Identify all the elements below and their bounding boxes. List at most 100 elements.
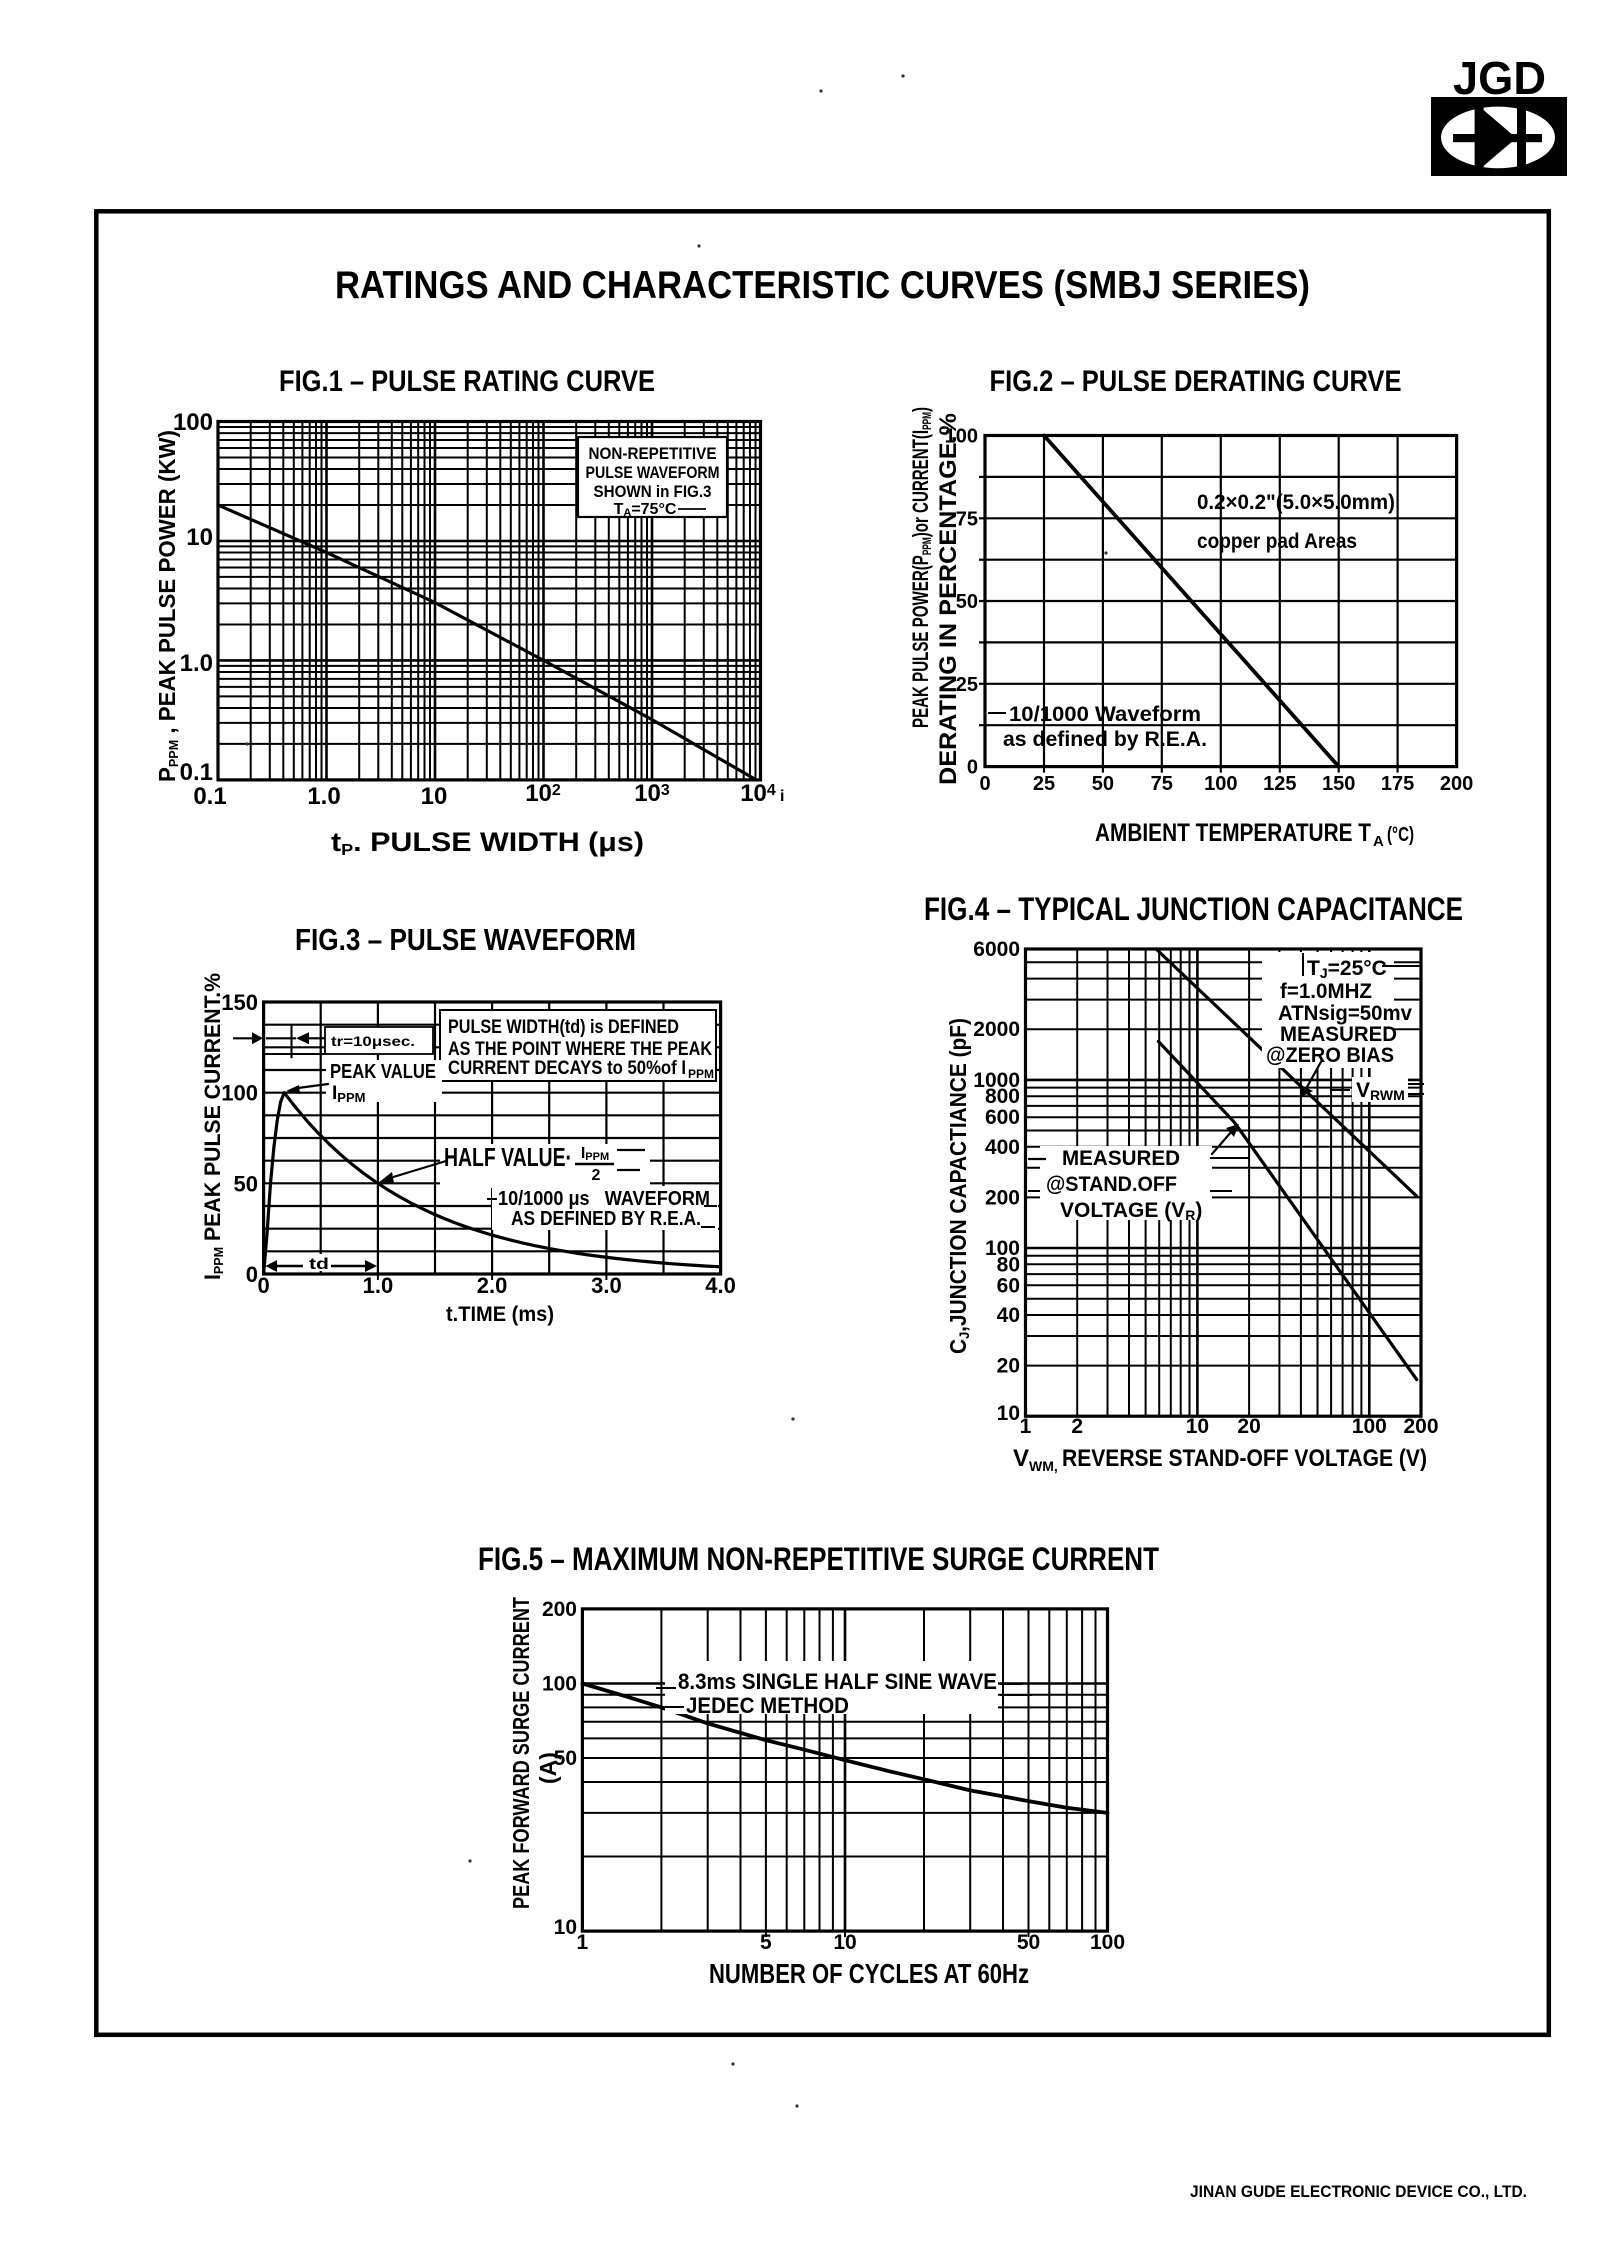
svg-text:CURRENT DECAYS to 50%of I: CURRENT DECAYS to 50%of I	[448, 1058, 686, 1079]
svg-text:FIG.4 – TYPICAL JUNCTION CAPAC: FIG.4 – TYPICAL JUNCTION CAPACITANCE	[924, 891, 1463, 927]
svg-text:100: 100	[1204, 773, 1237, 795]
svg-text:HALF VALUE·: HALF VALUE·	[444, 1142, 572, 1172]
svg-text:6000: 6000	[973, 938, 1020, 961]
svg-text:V: V	[1013, 1445, 1029, 1472]
svg-text:40: 40	[997, 1304, 1020, 1327]
svg-text:50: 50	[234, 1171, 258, 1196]
svg-text:AS THE POINT WHERE THE PEAK: AS THE POINT WHERE THE PEAK	[448, 1039, 712, 1060]
svg-text:td: td	[309, 1256, 329, 1273]
svg-text:@STAND.OFF: @STAND.OFF	[1046, 1173, 1177, 1196]
svg-text:150: 150	[1322, 773, 1355, 795]
svg-text:10: 10	[1186, 1415, 1209, 1438]
svg-text:WM,: WM,	[1029, 1458, 1058, 1474]
svg-text:FIG.5 – MAXIMUM NON-REPETITIVE: FIG.5 – MAXIMUM NON-REPETITIVE SURGE CUR…	[478, 1541, 1159, 1577]
svg-text:JGD: JGD	[1453, 52, 1546, 104]
svg-text:75: 75	[956, 508, 978, 530]
svg-text:10/1000 Waveform: 10/1000 Waveform	[1009, 703, 1201, 726]
svg-text:200: 200	[985, 1186, 1020, 1209]
svg-text:PPM: PPM	[688, 1067, 714, 1081]
svg-text:80: 80	[997, 1253, 1020, 1276]
svg-text:t.TIME (ms): t.TIME (ms)	[446, 1303, 554, 1326]
svg-text:400: 400	[985, 1136, 1020, 1159]
svg-text:0.1: 0.1	[180, 759, 213, 786]
svg-text:0: 0	[246, 1262, 258, 1287]
svg-text:1.0: 1.0	[180, 650, 213, 677]
svg-text:NUMBER OF CYCLES AT 60Hz: NUMBER OF CYCLES AT 60Hz	[709, 1958, 1029, 1989]
svg-text:2: 2	[592, 1167, 601, 1184]
svg-text:copper pad Areas: copper pad Areas	[1197, 530, 1357, 553]
svg-text:AS DEFINED BY R.E.A.: AS DEFINED BY R.E.A.	[511, 1208, 701, 1230]
svg-text:50: 50	[1017, 1931, 1040, 1954]
svg-text:ATNsig=50mv: ATNsig=50mv	[1278, 1002, 1412, 1025]
svg-text:PEAK FORWARD SURGE CURRENT: PEAK FORWARD SURGE CURRENT	[508, 1597, 534, 1909]
svg-text:0.2×0.2"(5.0×5.0mm): 0.2×0.2"(5.0×5.0mm)	[1197, 491, 1395, 514]
svg-text:100: 100	[985, 1237, 1020, 1260]
svg-text:CJ,JUNCTION CAPACTIANCE (pF): CJ,JUNCTION CAPACTIANCE (pF)	[945, 1018, 972, 1354]
svg-text:FIG.2 – PULSE DERATING CURVE: FIG.2 – PULSE DERATING CURVE	[990, 365, 1402, 398]
svg-text:FIG.1 – PULSE RATING CURVE: FIG.1 – PULSE RATING CURVE	[279, 365, 655, 398]
svg-text:(A): (A)	[535, 1752, 561, 1784]
svg-text:60: 60	[997, 1274, 1020, 1297]
svg-text:25: 25	[1033, 773, 1055, 795]
svg-text:1000: 1000	[973, 1069, 1020, 1092]
svg-text:DERATING IN PERCENTAGE.%: DERATING IN PERCENTAGE.%	[935, 413, 962, 785]
svg-text:4.0: 4.0	[705, 1273, 736, 1298]
svg-text:0: 0	[967, 757, 978, 779]
svg-text:800: 800	[985, 1085, 1020, 1108]
svg-text:PULSE WIDTH(td) is DEFINED: PULSE WIDTH(td) is DEFINED	[448, 1017, 679, 1038]
svg-text:SHOWN in FIG.3: SHOWN in FIG.3	[594, 482, 712, 501]
svg-text:@ZERO BIAS: @ZERO BIAS	[1266, 1044, 1394, 1067]
svg-text:3.0: 3.0	[591, 1273, 622, 1298]
svg-text:100: 100	[1090, 1931, 1125, 1954]
svg-text:PEAK PULSE POWER(PPPM)or CURRE: PEAK PULSE POWER(PPPM)or CURRENT(IPPM)	[908, 407, 934, 728]
svg-text:10: 10	[186, 524, 213, 551]
svg-text:TJ=25°C: TJ=25°C	[1307, 957, 1387, 981]
svg-text:1.0: 1.0	[363, 1273, 394, 1298]
svg-text:100: 100	[173, 409, 213, 436]
svg-text:JEDEC METHOD: JEDEC METHOD	[686, 1693, 849, 1718]
svg-text:20: 20	[1237, 1415, 1260, 1438]
svg-text:IPPM PEAK PULSE CURRENT.%: IPPM PEAK PULSE CURRENT.%	[200, 973, 226, 1280]
svg-text:10: 10	[997, 1402, 1020, 1425]
svg-text:102: 102	[525, 780, 561, 807]
svg-text:125: 125	[1263, 773, 1296, 795]
svg-text:20: 20	[997, 1355, 1020, 1378]
svg-text:tP. PULSE WIDTH (μs): tP. PULSE WIDTH (μs)	[331, 827, 644, 859]
svg-text:175: 175	[1381, 773, 1414, 795]
svg-text:50: 50	[1092, 773, 1114, 795]
svg-text:100: 100	[945, 426, 978, 448]
svg-text:100: 100	[542, 1673, 577, 1696]
svg-text:JINAN GUDE ELECTRONIC DEVICE C: JINAN GUDE ELECTRONIC DEVICE CO., LTD.	[1190, 2182, 1527, 2201]
svg-text:MEASURED: MEASURED	[1062, 1147, 1180, 1170]
svg-text:f=1.0MHZ: f=1.0MHZ	[1280, 980, 1372, 1003]
svg-text:VOLTAGE (VR): VOLTAGE (VR)	[1060, 1199, 1202, 1223]
svg-text:2000: 2000	[973, 1018, 1020, 1041]
svg-text:10/1000 μs WAVEFORM: 10/1000 μs WAVEFORM	[498, 1188, 710, 1210]
svg-text:PEAK VALUE: PEAK VALUE	[330, 1061, 436, 1083]
svg-text:A: A	[1373, 833, 1384, 850]
svg-text:100: 100	[1352, 1415, 1387, 1438]
svg-text:AMBIENT TEMPERATURE T: AMBIENT TEMPERATURE T	[1095, 819, 1371, 847]
svg-text:0.1: 0.1	[193, 783, 226, 810]
svg-text:100: 100	[221, 1081, 258, 1106]
svg-text:(°C): (°C)	[1387, 824, 1414, 846]
svg-text:200: 200	[542, 1598, 577, 1621]
svg-text:FIG.3 – PULSE WAVEFORM: FIG.3 – PULSE WAVEFORM	[295, 922, 636, 957]
svg-text:8.3ms SINGLE HALF SINE WAVE: 8.3ms SINGLE HALF SINE WAVE	[678, 1669, 997, 1694]
svg-text:NON-REPETITIVE: NON-REPETITIVE	[589, 444, 717, 463]
svg-text:REVERSE STAND-OFF VOLTAGE (V): REVERSE STAND-OFF VOLTAGE (V)	[1062, 1445, 1427, 1472]
svg-text:200: 200	[1440, 773, 1473, 795]
svg-text:MEASURED: MEASURED	[1280, 1023, 1397, 1046]
svg-text:i: i	[780, 788, 784, 805]
svg-text:50: 50	[554, 1747, 577, 1770]
svg-text:200: 200	[1403, 1415, 1438, 1438]
svg-text:PPPM , PEAK PULSE POWER (KW): PPPM , PEAK PULSE POWER (KW)	[154, 430, 181, 782]
svg-text:PULSE WAVEFORM: PULSE WAVEFORM	[586, 463, 720, 482]
svg-text:0: 0	[257, 1273, 269, 1298]
svg-text:TA=75°C: TA=75°C	[614, 501, 677, 519]
svg-text:600: 600	[985, 1106, 1020, 1129]
svg-text:25: 25	[956, 674, 978, 696]
svg-text:1: 1	[1020, 1415, 1032, 1438]
svg-text:75: 75	[1151, 773, 1173, 795]
svg-text:5: 5	[760, 1931, 772, 1954]
